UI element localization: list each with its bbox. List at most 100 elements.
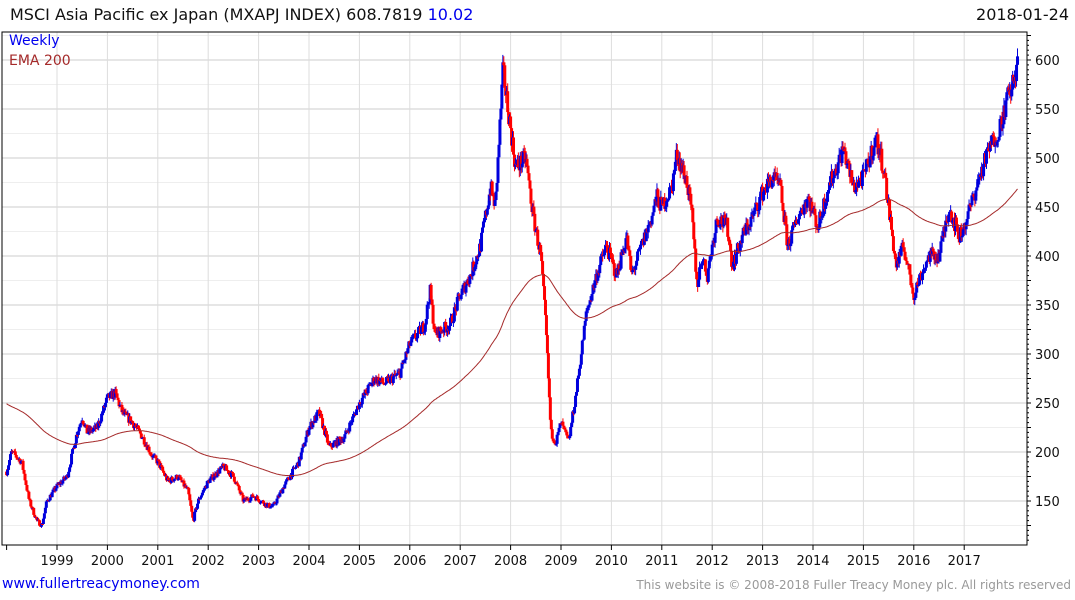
price-bar-body — [924, 261, 928, 268]
price-bar-body — [102, 405, 106, 413]
price-bar-body — [291, 468, 295, 478]
price-bar-body — [669, 185, 673, 187]
price-bar-body — [427, 301, 431, 304]
price-bar-body — [6, 469, 10, 476]
price-bar-body — [695, 271, 699, 280]
price-bar-body — [404, 351, 408, 360]
price-bar-body — [48, 494, 52, 501]
price-bar-body — [820, 216, 824, 218]
price-bar-body — [609, 252, 613, 259]
price-bar-body — [968, 204, 972, 206]
price-bar-body — [934, 254, 938, 261]
price-bar-body — [430, 299, 434, 305]
price-bar-body — [821, 215, 825, 217]
price-bar-body — [796, 219, 800, 224]
price-bar-body — [835, 173, 839, 175]
price-bar-body — [660, 197, 664, 200]
price-bar-body — [529, 188, 533, 204]
price-bar-body — [745, 222, 749, 225]
price-bar-body — [892, 250, 896, 254]
price-bar-body — [512, 154, 516, 167]
price-bar-body — [1005, 92, 1009, 101]
price-bar-body — [232, 476, 236, 482]
price-bar-body — [928, 250, 932, 262]
price-bar-body — [988, 141, 992, 152]
price-bar-body — [426, 303, 430, 305]
price-bar-body — [546, 353, 550, 379]
price-bar-body — [200, 492, 204, 496]
price-bar-body — [501, 62, 505, 85]
price-bar-body — [491, 194, 495, 196]
price-bar-body — [757, 210, 761, 212]
price-bar-body — [276, 495, 280, 499]
price-bar-body — [718, 224, 722, 226]
price-bar-body — [248, 500, 252, 502]
price-bar-body — [553, 442, 557, 444]
price-bar-body — [885, 177, 889, 200]
price-bar-body — [172, 479, 176, 482]
price-bar-body — [1016, 56, 1020, 65]
price-bar-body — [354, 409, 358, 416]
price-bar-body — [157, 459, 161, 462]
x-tick-label: 2016 — [897, 554, 930, 569]
price-bar-body — [1001, 124, 1005, 129]
price-bar-body — [506, 91, 510, 113]
price-bar-body — [954, 217, 958, 225]
price-bar-body — [834, 168, 838, 175]
price-bar-body — [664, 206, 668, 209]
price-bar-body — [472, 261, 476, 271]
site-link[interactable]: www.fullertreacymoney.com — [2, 576, 200, 592]
price-bar-body — [880, 148, 884, 171]
price-bar-body — [832, 170, 836, 179]
price-bar-body — [714, 219, 718, 234]
price-bar-body — [100, 413, 104, 422]
price-bar-body — [722, 215, 726, 227]
price-bar-body — [608, 247, 612, 253]
price-bar-body — [47, 500, 51, 502]
price-bar-body — [187, 488, 191, 495]
price-bar-body — [97, 421, 101, 428]
price-bar-body — [612, 263, 616, 276]
price-bar-body — [874, 136, 878, 138]
price-bar-body — [713, 233, 717, 243]
price-bar-body — [764, 188, 768, 191]
price-bar-body — [131, 421, 135, 423]
price-bar-body — [755, 202, 759, 205]
price-bar-body — [384, 383, 388, 385]
price-bar-body — [108, 392, 112, 398]
price-bar-body — [7, 465, 11, 470]
price-bar-body — [214, 473, 218, 477]
price-bar-body — [125, 412, 129, 415]
price-bar-body — [785, 224, 789, 246]
price-bar-body — [265, 503, 269, 507]
x-tick-label: 2004 — [292, 554, 325, 569]
price-bar-body — [189, 500, 193, 506]
price-bar-body — [43, 507, 47, 514]
price-bar-body — [844, 151, 848, 165]
price-bar-body — [918, 274, 922, 285]
price-bar-body — [735, 243, 739, 254]
price-bar-body — [202, 489, 206, 491]
price-bar-body — [303, 442, 307, 447]
price-bar-body — [19, 461, 23, 464]
price-bar-body — [324, 430, 328, 435]
price-bar-body — [190, 505, 194, 512]
price-bar-body — [218, 469, 222, 474]
price-bar-body — [955, 224, 959, 232]
price-bar-body — [744, 222, 748, 235]
price-bar-body — [91, 429, 95, 432]
price-bar-body — [736, 243, 740, 249]
price-bar-body — [802, 204, 806, 215]
price-bar-body — [450, 315, 454, 323]
price-bar-body — [873, 137, 877, 148]
price-bar-body — [556, 432, 560, 435]
price-bar-body — [734, 253, 738, 264]
price-bar-body — [611, 259, 615, 264]
price-bar-body — [555, 434, 559, 444]
price-bar-body — [810, 201, 814, 212]
price-bar-body — [461, 285, 465, 289]
price-bar-body — [235, 482, 239, 485]
price-bar-body — [694, 248, 698, 272]
price-bar-body — [575, 391, 579, 396]
price-bar-body — [562, 425, 566, 428]
